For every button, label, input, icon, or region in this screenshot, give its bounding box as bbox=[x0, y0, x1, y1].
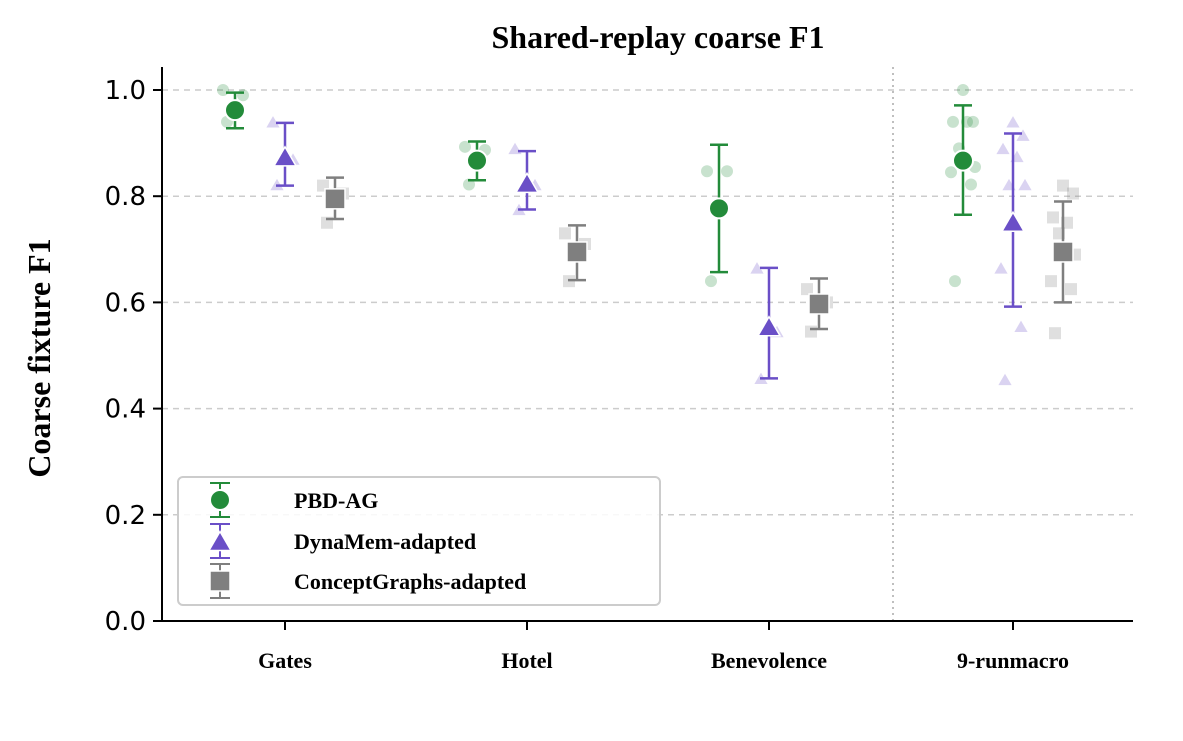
mean-marker bbox=[1000, 210, 1026, 232]
mean-markers bbox=[224, 99, 1074, 337]
run-point bbox=[1018, 178, 1032, 191]
legend-marker bbox=[209, 489, 231, 511]
x-tick-label: 9-runmacro bbox=[957, 648, 1069, 673]
run-point bbox=[1016, 129, 1030, 141]
y-tick-label: 1.0 bbox=[105, 76, 146, 106]
mean-marker bbox=[224, 99, 246, 122]
run-point bbox=[965, 178, 977, 191]
legend-item: DynaMem-adapted bbox=[207, 523, 476, 559]
run-point bbox=[217, 84, 229, 96]
x-tick-label: Gates bbox=[258, 648, 312, 673]
run-point bbox=[1045, 275, 1057, 288]
x-ticks: Gates Hotel Benevolence 9-runmacro bbox=[258, 621, 1069, 673]
legend-label: ConceptGraphs-adapted bbox=[294, 569, 526, 594]
mean-marker bbox=[1052, 241, 1074, 263]
run-point bbox=[705, 275, 717, 288]
run-point bbox=[508, 142, 522, 155]
run-point bbox=[805, 325, 817, 338]
mean-marker bbox=[272, 145, 298, 167]
mean-marker bbox=[756, 315, 782, 337]
run-point bbox=[237, 89, 249, 102]
legend: PBD-AG DynaMem-adapted ConceptGraphs-adapt… bbox=[177, 476, 661, 606]
run-point bbox=[949, 275, 961, 288]
y-tick-label: 0.2 bbox=[105, 501, 146, 531]
run-points bbox=[217, 84, 1081, 386]
mean-marker bbox=[708, 197, 730, 220]
run-point bbox=[967, 115, 979, 128]
mean-marker bbox=[466, 149, 488, 172]
legend-box bbox=[177, 476, 661, 606]
y-tick-label: 0.4 bbox=[105, 395, 146, 425]
chart-title: Shared-replay coarse F1 bbox=[492, 19, 825, 55]
y-tick-label: 0.6 bbox=[105, 288, 146, 318]
run-point bbox=[1049, 327, 1061, 340]
legend-label: PBD-AG bbox=[294, 488, 378, 513]
run-point bbox=[1057, 179, 1069, 192]
run-point bbox=[998, 373, 1012, 386]
error-bars bbox=[226, 91, 1072, 380]
mean-marker bbox=[952, 149, 974, 172]
y-tick-label: 0.0 bbox=[105, 607, 146, 637]
x-tick-label: Hotel bbox=[501, 648, 552, 673]
mean-marker bbox=[324, 188, 346, 210]
run-point bbox=[1014, 320, 1028, 332]
run-point bbox=[994, 262, 1008, 274]
axes-layer bbox=[161, 67, 1133, 622]
run-point bbox=[701, 165, 713, 178]
mean-marker bbox=[566, 241, 588, 263]
run-point bbox=[559, 227, 571, 240]
run-point bbox=[1047, 211, 1059, 224]
mean-marker bbox=[808, 293, 830, 315]
legend-label: DynaMem-adapted bbox=[294, 529, 476, 554]
run-point bbox=[957, 84, 969, 96]
run-point bbox=[996, 142, 1010, 155]
run-point bbox=[1065, 283, 1077, 296]
run-point bbox=[1067, 187, 1079, 200]
run-point bbox=[945, 166, 957, 179]
y-ticks: 0.0 0.2 0.4 0.6 0.8 1.0 bbox=[105, 76, 162, 637]
run-point bbox=[459, 140, 471, 153]
legend-marker bbox=[207, 530, 233, 552]
y-tick-label: 0.8 bbox=[105, 182, 146, 212]
run-point bbox=[266, 116, 280, 128]
legend-marker bbox=[209, 570, 231, 592]
x-tick-label: Benevolence bbox=[711, 648, 827, 673]
legend-item: PBD-AG bbox=[209, 482, 378, 518]
run-point bbox=[1069, 248, 1081, 261]
mean-marker bbox=[514, 171, 540, 194]
legend-item: ConceptGraphs-adapted bbox=[209, 563, 526, 599]
grid-layer bbox=[162, 89, 1133, 516]
run-point bbox=[721, 165, 733, 178]
run-point bbox=[1006, 116, 1020, 128]
run-point bbox=[947, 115, 959, 128]
run-point bbox=[750, 262, 764, 274]
y-axis-label: Coarse fixture F1 bbox=[21, 238, 57, 477]
run-point bbox=[801, 283, 813, 296]
